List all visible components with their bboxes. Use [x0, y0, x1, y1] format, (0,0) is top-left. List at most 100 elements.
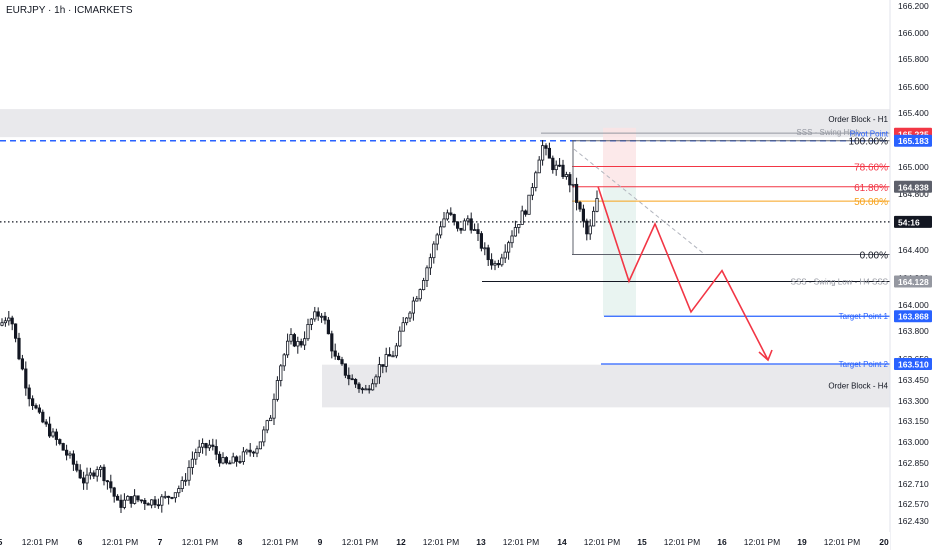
price-tick-label: 163.150 [898, 416, 929, 426]
candle-body [374, 376, 378, 385]
candle-body [558, 164, 562, 167]
price-tick-label: 164.000 [898, 300, 929, 310]
candle-body [166, 495, 171, 498]
price-tick-label: 166.200 [898, 1, 929, 11]
candle-body [289, 334, 293, 342]
candle-body [65, 449, 69, 456]
candle-body [180, 480, 184, 489]
candle-body [7, 317, 11, 322]
candle-body [282, 354, 286, 367]
candle-body [333, 350, 337, 357]
price-tick-label: 162.430 [898, 516, 929, 526]
candle-body [105, 480, 109, 483]
swing-high-label: SSS - Swing High [796, 128, 860, 137]
time-tick-label: 5 [0, 537, 3, 547]
candle-body [564, 174, 569, 178]
candle-body [585, 220, 589, 235]
candle-body [88, 472, 92, 476]
candle-body [37, 407, 42, 413]
candle-body [517, 224, 521, 228]
candle-body [309, 318, 314, 325]
candle-body [146, 503, 150, 506]
price-tag-label: 165.235 [898, 129, 929, 139]
price-tick-label: 166.000 [898, 28, 929, 38]
candle-body [207, 444, 211, 449]
price-tag-label: 163.868 [898, 312, 929, 322]
price-tag-label: 164.838 [898, 182, 929, 192]
candle-body [472, 229, 477, 231]
candle-body [357, 383, 361, 390]
candle-body [238, 461, 242, 463]
candle-body [0, 322, 4, 326]
candle-body [197, 446, 201, 454]
candle-body [435, 234, 439, 245]
candle-body [377, 364, 382, 378]
candle-body [367, 388, 371, 391]
price-tick-label: 163.800 [898, 326, 929, 336]
stop-zone [603, 127, 636, 187]
time-tick-label: 6 [78, 537, 83, 547]
price-tag [894, 180, 932, 193]
candle-body [112, 487, 116, 497]
candle-body [415, 298, 419, 302]
candle-body [24, 368, 28, 389]
price-tick-label: 163.300 [898, 396, 929, 406]
candle-body [187, 467, 191, 481]
price-tag [894, 215, 932, 228]
candle-body [75, 463, 79, 471]
price-tick-label: 164.400 [898, 245, 929, 255]
candle-body [578, 202, 582, 210]
time-tick-label: 12:01 PM [182, 537, 218, 547]
candle-body [299, 341, 303, 346]
time-tick-label: 16 [717, 537, 727, 547]
symbol-title: EURJPY · 1h · ICMARKETS [6, 5, 133, 16]
time-tick-label: 12:01 PM [824, 537, 860, 547]
price-tick-label: 164.800 [898, 189, 929, 199]
candle-body [109, 481, 113, 489]
projection-arrowhead [758, 349, 773, 362]
time-tick-label: 14 [557, 537, 567, 547]
candle-body [459, 227, 463, 231]
candle-body [469, 218, 473, 231]
candle-body [102, 466, 106, 482]
candles-layer [0, 139, 599, 514]
order-block-h4-zone [322, 364, 890, 408]
candle-body [432, 243, 436, 259]
zones-layer [0, 109, 890, 408]
time-tick-label: 12:01 PM [664, 537, 700, 547]
candle-body [58, 439, 62, 444]
candle-body [85, 474, 89, 484]
candle-body [153, 499, 157, 506]
candle-body [302, 338, 307, 346]
price-axis[interactable]: 166.200 166.000 165.800 165.600 165.400 165.2… [889, 0, 932, 550]
candle-body [476, 229, 480, 234]
candle-body [360, 388, 365, 391]
target-2-label: Target Point 2 [839, 360, 889, 369]
candle-body [248, 449, 252, 453]
price-tag-label: 54:16 [898, 217, 920, 227]
candle-body [27, 387, 31, 400]
candle-body [10, 317, 14, 325]
candle-body [575, 183, 579, 203]
candle-body [173, 492, 177, 499]
candle-body [330, 333, 334, 352]
pivot-point-label: Pivot Point [850, 130, 889, 139]
candle-body [54, 431, 59, 440]
candle-body [544, 145, 548, 149]
candle-body [251, 451, 256, 454]
candle-body [258, 441, 263, 450]
candle-body [241, 451, 245, 462]
candle-body [119, 499, 123, 508]
candle-body [272, 398, 276, 419]
candle-body [44, 421, 48, 425]
candle-body [527, 194, 531, 215]
candle-body [262, 429, 266, 443]
projection-path [597, 186, 769, 361]
time-axis[interactable]: 5 12:01 PM 6 12:01 PM 7 12:01 PM 8 12:01 PM 9 12:… [0, 532, 890, 550]
candle-body [211, 444, 215, 447]
time-tick-label: 8 [238, 537, 243, 547]
candle-body [551, 157, 555, 171]
time-tick-label: 12:01 PM [22, 537, 58, 547]
candle-body [343, 363, 348, 376]
